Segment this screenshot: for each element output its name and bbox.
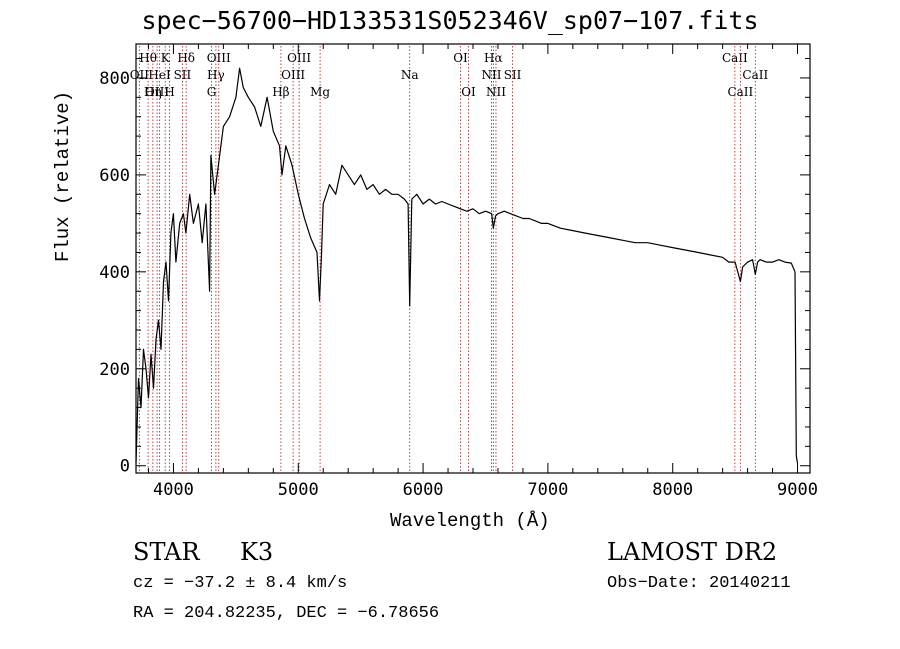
axes: 4000 5000 6000 7000 8000 9000 0 200 400 600 800: [99, 43, 818, 500]
survey-name: LAMOST DR2: [607, 538, 778, 566]
object-subclass: K3: [240, 538, 274, 566]
spectral-line-label: Hη: [144, 85, 162, 99]
spectral-line-label: K: [161, 51, 171, 65]
spectral-line-label: H: [164, 85, 174, 99]
spectral-line-label: CaII: [742, 68, 768, 82]
ra-dec-coordinates: RA = 204.82235, DEC = −6.78656: [133, 604, 440, 623]
spectral-line-label: OIII: [281, 68, 305, 82]
spectral-line-label: NII: [486, 85, 506, 99]
y-tick-label: 400: [99, 263, 130, 283]
spectral-line-label: OII: [130, 68, 150, 82]
spectral-line-label: OIII: [287, 51, 311, 65]
x-tick-label: 8000: [652, 480, 693, 500]
spectral-line-label: Hβ: [272, 85, 289, 99]
y-tick-label: 200: [99, 360, 130, 380]
spectral-line-label: Na: [401, 68, 419, 82]
x-axis-label: Wavelength (Å): [390, 510, 550, 532]
y-tick-label: 600: [99, 166, 130, 186]
spectral-line-label: Mg: [310, 85, 330, 99]
spectral-line-label: CaII: [722, 51, 748, 65]
spectral-line-label: NII: [481, 68, 501, 82]
spectral-line-label: SII: [174, 68, 192, 82]
plot-frame: [135, 43, 811, 474]
spectrum-series: [135, 67, 799, 464]
spectral-line-label: Hγ: [207, 68, 225, 82]
x-tick-label: 7000: [527, 480, 568, 500]
spectral-line-label: HeI: [148, 68, 171, 82]
spectral-line-label: OI: [453, 51, 468, 65]
spectrum-line: [135, 67, 799, 464]
spectral-line-label: CaII: [727, 85, 753, 99]
spectral-line-label: Hδ: [177, 51, 195, 65]
y-tick-label: 800: [99, 69, 130, 89]
spectral-line-label: G: [207, 85, 217, 99]
object-class: STAR: [133, 538, 200, 566]
spectral-line-label: OIII: [207, 51, 231, 65]
spectral-line-label: Hθ: [139, 51, 157, 65]
x-tick-label: 5000: [278, 480, 319, 500]
observation-date: Obs−Date: 20140211: [607, 574, 791, 593]
x-tick-label: 9000: [777, 480, 818, 500]
spectral-line-label: OIII: [145, 85, 169, 99]
spectral-line-label: OI: [461, 85, 476, 99]
spectral-line-label: Hα: [484, 51, 503, 65]
plot-title: spec−56700−HD133531S052346V_sp07−107.fit…: [141, 6, 759, 35]
redshift-cz: cz = −37.2 ± 8.4 km/s: [133, 574, 348, 593]
y-axis-label: Flux (relative): [52, 90, 74, 262]
x-tick-label: 4000: [153, 480, 194, 500]
spectral-line-label: SII: [504, 68, 522, 82]
y-tick-label: 0: [120, 457, 130, 477]
x-tick-label: 6000: [403, 480, 444, 500]
